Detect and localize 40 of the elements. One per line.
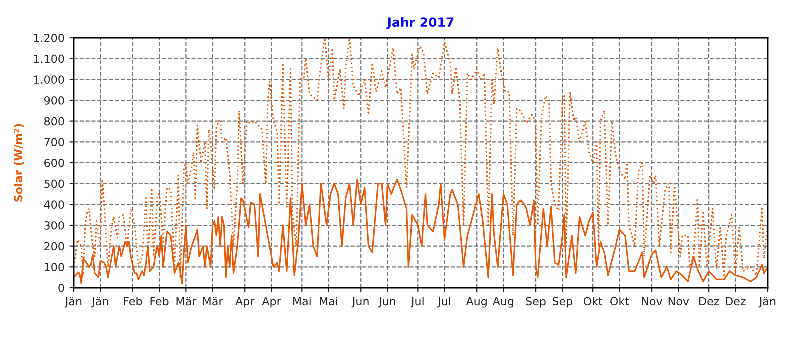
y-tick-label: 200 bbox=[44, 242, 64, 251]
x-tick-label: Mai bbox=[320, 297, 338, 306]
y-tick-label: 300 bbox=[44, 221, 64, 230]
x-tick-label: Jän bbox=[64, 297, 82, 308]
y-tick-label: 100 bbox=[44, 263, 64, 272]
x-tick-label: Sep bbox=[526, 297, 546, 308]
x-tick-label: Nov bbox=[668, 297, 690, 306]
x-tick-label: Aug bbox=[492, 297, 514, 308]
y-tick-label: 900 bbox=[44, 96, 64, 105]
y-tick-label: 1.100 bbox=[34, 54, 64, 64]
x-tick-label: Aug bbox=[466, 297, 487, 308]
y-tick-label: 400 bbox=[44, 200, 64, 210]
x-tick-label: Jun bbox=[378, 297, 396, 308]
x-tick-label: Jun bbox=[352, 297, 369, 308]
x-tick-label: Mär bbox=[176, 297, 197, 306]
x-tick-label: Jän bbox=[758, 297, 776, 308]
x-tick-label: Dez bbox=[726, 297, 746, 306]
y-tick-label: 1.200 bbox=[34, 34, 64, 42]
x-tick-label: Feb bbox=[124, 297, 142, 306]
y-tick-label: 800 bbox=[44, 117, 64, 126]
x-tick-label: Mai bbox=[294, 297, 311, 306]
chart-title: Jahr 2017 bbox=[386, 17, 454, 30]
y-tick-label: 0 bbox=[58, 284, 64, 292]
x-tick-label: Okt bbox=[584, 297, 603, 306]
y-tick-label: 700 bbox=[44, 138, 64, 147]
y-tick-label: 500 bbox=[44, 180, 64, 188]
x-tick-label: Jän bbox=[91, 297, 108, 308]
x-tick-label: Dez bbox=[700, 297, 720, 306]
x-tick-label: Jul bbox=[437, 297, 450, 308]
y-axis-title: Solar (W/m²) bbox=[14, 124, 24, 202]
x-tick-label: Jul bbox=[410, 297, 424, 308]
x-tick-label: Okt bbox=[610, 297, 630, 306]
x-tick-label: Mär bbox=[203, 297, 224, 306]
x-tick-label: Apr bbox=[236, 297, 255, 308]
x-tick-label: Apr bbox=[262, 297, 282, 308]
y-tick-label: 1.000 bbox=[34, 76, 64, 84]
x-tick-label: Feb bbox=[150, 297, 169, 306]
y-tick-label: 600 bbox=[44, 158, 64, 168]
x-tick-label: Nov bbox=[642, 297, 663, 306]
x-tick-label: Sep bbox=[552, 297, 573, 308]
